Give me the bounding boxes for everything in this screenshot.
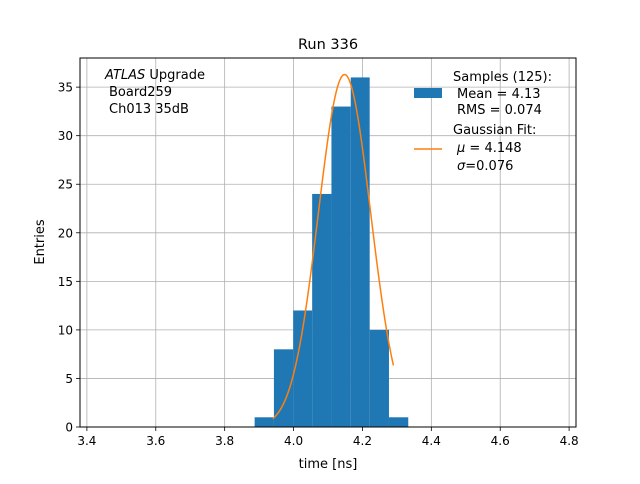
legend-fit-title: Gaussian Fit: (453, 123, 536, 138)
x-tick-label-1: 3.6 (146, 434, 165, 448)
gaussian-fit-curve (272, 73, 395, 420)
y-tick-label-7: 35 (58, 81, 73, 95)
legend-mu-value: = 4.148 (465, 141, 521, 156)
legend-fit-mu: μ = 4.148 (456, 141, 522, 156)
x-tick-label-4: 4.2 (353, 434, 372, 448)
annotation-line-1: ATLAS Upgrade (104, 68, 205, 83)
legend-fit-sigma: σ=0.076 (457, 159, 513, 174)
legend-samples-swatch (414, 88, 442, 98)
histogram-bar-0 (254, 417, 274, 427)
legend: Samples (125): Mean = 4.13 RMS = 0.074 G… (414, 70, 552, 174)
x-axis-label: time [ns] (299, 457, 358, 472)
histogram-bar-4 (331, 106, 351, 427)
x-tick-label-7: 4.8 (560, 434, 579, 448)
x-axis-ticks: 3.4 3.6 3.8 4.0 4.2 4.4 4.6 4.8 (77, 427, 579, 448)
y-axis-label: Entries (33, 219, 48, 265)
histogram-bar-3 (312, 193, 332, 427)
x-tick-label-2: 3.8 (215, 434, 234, 448)
histogram-bar-7 (388, 417, 409, 427)
y-tick-label-1: 5 (65, 372, 73, 386)
x-tick-label-3: 4.0 (284, 434, 303, 448)
y-tick-label-4: 20 (58, 226, 73, 240)
x-tick-label-0: 3.4 (77, 434, 96, 448)
y-tick-label-5: 25 (58, 178, 73, 192)
atlas-annotation: ATLAS Upgrade Board259 Ch013 35dB (104, 68, 205, 117)
x-tick-label-5: 4.4 (422, 434, 441, 448)
annotation-line-3: Ch013 35dB (109, 102, 189, 117)
legend-sigma-value: =0.076 (465, 159, 513, 174)
legend-samples-rms: RMS = 0.074 (457, 103, 542, 118)
y-tick-label-0: 0 (65, 421, 73, 435)
histogram-bar-6 (369, 329, 389, 427)
y-tick-label-2: 10 (58, 323, 73, 337)
y-axis-ticks: 0 5 10 15 20 25 30 35 (58, 81, 80, 435)
legend-mu-symbol: μ (456, 141, 465, 156)
histogram-bar-2 (293, 310, 313, 427)
legend-samples-title: Samples (125): (453, 70, 552, 85)
y-tick-label-3: 15 (58, 275, 73, 289)
chart-title: Run 336 (298, 37, 358, 53)
histogram-bar-1 (273, 349, 294, 427)
plot-frame (79, 57, 577, 428)
x-tick-label-6: 4.6 (491, 434, 510, 448)
annotation-upgrade: Upgrade (145, 68, 205, 83)
y-tick-label-6: 30 (58, 129, 73, 143)
annotation-line-2: Board259 (109, 85, 172, 100)
legend-samples-mean: Mean = 4.13 (457, 87, 541, 102)
annotation-atlas: ATLAS (104, 68, 145, 83)
gaussian-fit-line (272, 73, 395, 420)
legend-sigma-symbol: σ (457, 159, 466, 174)
